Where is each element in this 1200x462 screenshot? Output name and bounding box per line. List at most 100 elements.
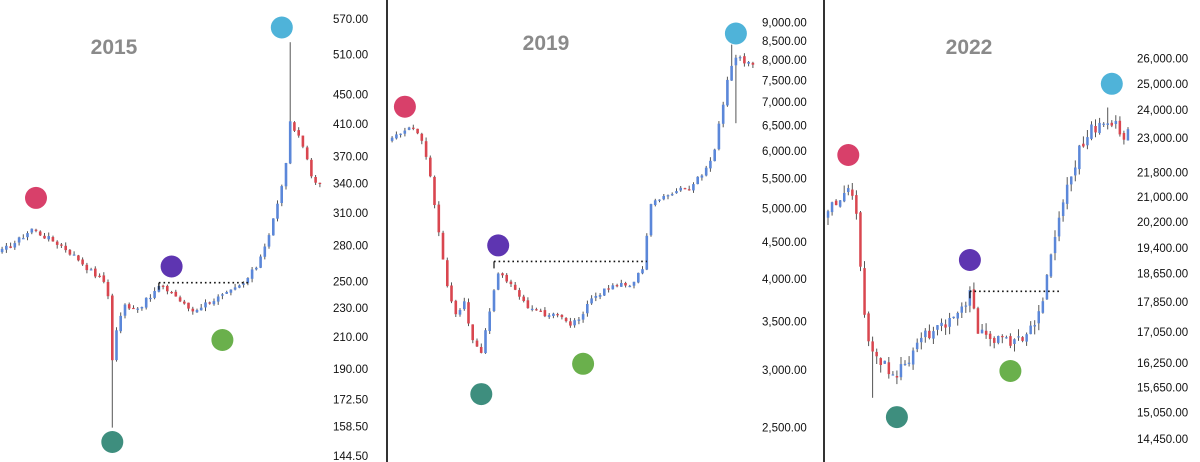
candle-body-up: [649, 204, 653, 236]
candle: [475, 338, 479, 347]
candle-body-up: [1114, 121, 1118, 124]
candle: [424, 137, 428, 160]
candle-body-up: [717, 123, 721, 150]
candle: [573, 318, 576, 328]
candle: [847, 184, 850, 196]
candle: [305, 145, 309, 161]
candle-body-down: [1122, 133, 1126, 140]
candle: [899, 357, 903, 381]
candle: [607, 285, 610, 293]
candle: [412, 124, 415, 131]
candle-body-up: [212, 301, 216, 305]
candle: [30, 228, 34, 235]
candle: [863, 261, 866, 318]
candle: [855, 190, 858, 220]
candle-body-up: [552, 313, 555, 316]
candle: [1033, 320, 1036, 335]
breakdown-marker: [837, 144, 860, 166]
retest-marker: [572, 352, 595, 375]
candle-body-up: [948, 318, 951, 327]
y-tick-label: 230.00: [333, 303, 368, 315]
candle-body-up: [637, 272, 640, 283]
retest-marker: [999, 360, 1022, 382]
candle: [272, 218, 275, 236]
candle: [907, 356, 911, 367]
candle-body-up: [30, 228, 34, 233]
y-tick-label: 210.00: [333, 332, 368, 344]
candle-body-up: [915, 342, 919, 350]
candle-body-up: [1013, 339, 1016, 344]
candle-body-down: [518, 290, 521, 297]
candle-body-up: [952, 316, 955, 318]
y-tick-label: 26,000.00: [1137, 53, 1188, 65]
candle-body-up: [1070, 176, 1073, 185]
candle-body-down: [855, 195, 858, 214]
candle-body-up: [1074, 167, 1077, 176]
candle-body-down: [9, 246, 12, 248]
breakdown-marker: [393, 95, 416, 118]
candle-body-down: [1110, 122, 1113, 126]
candle-body-down: [412, 127, 415, 129]
candle: [403, 127, 407, 137]
candle-body-down: [98, 275, 101, 277]
candle: [615, 283, 619, 288]
candle-body-down: [471, 324, 474, 341]
candle: [598, 293, 602, 300]
candle: [13, 240, 17, 250]
candle-body-down: [454, 300, 458, 315]
candle: [51, 235, 55, 242]
candle-body-up: [115, 330, 118, 361]
candle: [441, 230, 445, 260]
candle-body-down: [170, 292, 173, 294]
candle: [581, 311, 585, 323]
candle-body-down: [450, 285, 453, 302]
candle-body-down: [863, 268, 866, 315]
candle-body-up: [721, 104, 725, 124]
candle-body-down: [85, 264, 89, 271]
candle-body-up: [838, 200, 842, 207]
candle: [526, 297, 530, 309]
candle: [632, 281, 636, 289]
candle-body-down: [183, 301, 186, 304]
y-tick-label: 20,200.00: [1137, 217, 1188, 229]
candle-body-down: [132, 307, 135, 310]
candle-body-up: [288, 121, 292, 164]
candle-body-up: [641, 269, 644, 274]
candle-body-up: [964, 305, 968, 307]
candle: [1025, 332, 1028, 346]
candle: [743, 53, 746, 67]
candle: [611, 283, 615, 290]
y-tick-label: 144.50: [333, 451, 368, 462]
candle-body-up: [242, 283, 245, 285]
candle-body-up: [924, 330, 927, 338]
y-tick-label: 4,000.00: [762, 274, 807, 286]
candle: [687, 185, 691, 191]
candle-body-down: [944, 324, 947, 328]
candle-body-down: [81, 259, 84, 265]
candle: [1005, 335, 1008, 339]
candle-body-down: [984, 330, 988, 335]
candle-body-up: [653, 200, 657, 205]
candle-body-up: [1005, 337, 1008, 339]
candle: [212, 298, 216, 306]
candle: [263, 243, 267, 260]
candle-body-down: [55, 241, 59, 245]
candle-body-down: [161, 285, 165, 287]
y-tick-label: 570.00: [333, 14, 368, 26]
candle: [276, 200, 279, 222]
candle-body-down: [416, 128, 419, 134]
candle-body-up: [1086, 137, 1089, 146]
candle-body-up: [1053, 237, 1057, 254]
candle: [653, 198, 657, 207]
candle: [47, 232, 50, 242]
candle: [94, 266, 97, 279]
y-tick-label: 5,500.00: [762, 173, 807, 185]
candle-body-up: [830, 202, 834, 213]
candle-body-down: [879, 358, 882, 365]
candle: [60, 243, 63, 248]
candle-body-down: [43, 235, 46, 239]
y-tick-label: 19,400.00: [1137, 243, 1188, 255]
candle-body-up: [144, 297, 148, 308]
candle: [81, 257, 84, 266]
